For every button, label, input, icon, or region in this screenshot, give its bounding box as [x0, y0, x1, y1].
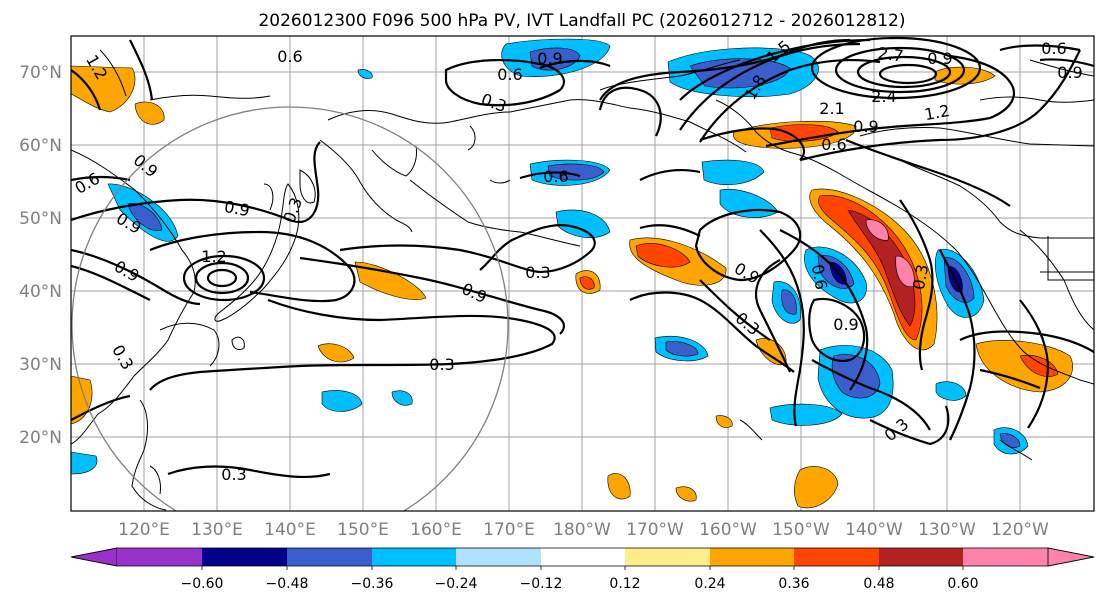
- lat-label: 50°N: [19, 209, 62, 229]
- pv-contour-label: 0.9: [853, 117, 878, 136]
- lat-labels: 70°N 60°N 50°N 40°N 30°N 20°N: [19, 63, 62, 448]
- shade-negative: [357, 69, 373, 79]
- lon-label: 130°W: [918, 520, 976, 540]
- colorbar-segment: [963, 548, 1048, 566]
- colorbar-segment: [372, 548, 456, 566]
- colorbar-tick-label: 0.60: [947, 576, 978, 592]
- shade-negative: [555, 209, 611, 238]
- shade-negative: [781, 289, 797, 315]
- lon-label: 140°E: [264, 520, 316, 540]
- colorbar-segment: [625, 548, 710, 566]
- lon-label: 130°E: [191, 520, 243, 540]
- colorbar-extend-min: [70, 547, 118, 567]
- pv-contour-label: 0.9: [1057, 63, 1082, 82]
- lon-label: 180°W: [553, 520, 611, 540]
- shade-negative: [769, 403, 843, 426]
- colorbar-tick-label: −0.24: [435, 576, 478, 592]
- pv-contour-label: 1.2: [201, 247, 226, 266]
- pv-contour-label: 2.7: [877, 43, 905, 65]
- colorbar-segment: [202, 548, 287, 566]
- colorbar-tick-label: −0.60: [181, 576, 224, 592]
- pv-contour-label: 0.6: [821, 135, 846, 154]
- pv-contour-label: 2.1: [819, 99, 844, 118]
- shade-negative: [321, 390, 363, 412]
- shade-negative: [391, 390, 413, 406]
- colorbar-tick-label: −0.48: [266, 576, 309, 592]
- pv-contour-label: 0.3: [221, 465, 246, 484]
- pv-contour-label: 0.6: [543, 167, 568, 186]
- map-frame: [70, 35, 1095, 512]
- shade-positive: [607, 473, 631, 500]
- shade-negative: [547, 163, 605, 181]
- pv-contours: [71, 36, 1094, 479]
- shade-positive: [975, 340, 1073, 393]
- pv-contour-label: 0.9: [927, 49, 952, 68]
- coastlines: [71, 49, 1094, 511]
- colorbar-outline: [70, 547, 1095, 567]
- pv-contour-label: 0.6: [497, 65, 522, 84]
- colorbar-tick-label: 0.48: [863, 576, 894, 592]
- pv-contour-label: 0.6: [808, 263, 831, 291]
- lon-label: 170°W: [626, 520, 684, 540]
- pv-contour-label: 0.9: [833, 315, 858, 334]
- colorbar-segment: [879, 548, 963, 566]
- shade-positive: [895, 255, 915, 288]
- chart-title: 2026012300 F096 500 hPa PV, IVT Landfall…: [258, 11, 905, 31]
- lon-label: 120°E: [118, 520, 170, 540]
- shade-positive: [635, 243, 691, 268]
- shade-positive: [715, 415, 733, 428]
- shade-positive: [794, 466, 839, 509]
- pv-contour-label: 0.9: [223, 197, 251, 220]
- lon-label: 160°W: [699, 520, 757, 540]
- colorbar-ticks: [201, 566, 964, 570]
- shade-negative: [935, 381, 967, 401]
- shade-positive: [134, 101, 165, 125]
- lon-label: 170°E: [483, 520, 535, 540]
- shade-negative: [701, 159, 765, 185]
- pv-contour-label: 0.3: [429, 355, 454, 374]
- colorbar-tick-label: 0.12: [609, 576, 640, 592]
- lon-label: 160°E: [410, 520, 462, 540]
- shade-positive: [579, 276, 595, 290]
- lat-label: 30°N: [19, 355, 62, 375]
- lat-label: 20°N: [19, 428, 62, 448]
- shade-positive: [847, 209, 916, 327]
- lon-label: 150°E: [337, 520, 389, 540]
- shade-positive: [317, 343, 355, 363]
- lon-labels: 120°E 130°E 140°E 150°E 160°E 170°E 180°…: [118, 520, 1049, 540]
- colorbar-tick-label: −0.12: [520, 576, 563, 592]
- colorbar-segment: [541, 548, 625, 566]
- colorbar-segment: [794, 548, 879, 566]
- shade-positive: [865, 219, 889, 241]
- colorbar-segment: [710, 548, 794, 566]
- colorbar-tick-label: 0.36: [778, 576, 809, 592]
- lat-label: 60°N: [19, 136, 62, 156]
- pv-contour-label: 0.3: [909, 263, 932, 291]
- colorbar-tick-label: −0.36: [351, 576, 394, 592]
- colorbar-segment: [117, 548, 202, 566]
- lon-label: 140°W: [845, 520, 903, 540]
- radius-circle: [71, 106, 509, 511]
- colorbar-segment: [456, 548, 541, 566]
- map-panel: 1.2 0.6 0.3 0.6 0.9 1.5 1.8 2.7 0.9 2.1 …: [19, 35, 1095, 540]
- colorbar-tick-label: 0.24: [694, 576, 725, 592]
- pv-contour-label: 1.2: [923, 101, 951, 124]
- pv-contour-label: 0.6: [277, 47, 302, 66]
- pv-contour-label: 0.6: [1041, 39, 1066, 58]
- shade-positive: [818, 195, 923, 341]
- colorbar-extend-max: [1047, 547, 1095, 567]
- lon-label: 120°W: [991, 520, 1049, 540]
- colorbar: −0.60 −0.48 −0.36 −0.24 −0.12 0.12 0.24 …: [70, 547, 1095, 592]
- pv-contour-label: 0.9: [537, 49, 562, 68]
- pv-contour-label: 0.3: [525, 263, 550, 282]
- shade-negative: [665, 341, 699, 357]
- lat-label: 70°N: [19, 63, 62, 83]
- colorbar-segment: [287, 548, 372, 566]
- pv-contour-label: 2.4: [871, 87, 896, 106]
- shade-positive: [354, 261, 427, 300]
- shade-positive: [675, 486, 697, 502]
- lat-label: 40°N: [19, 282, 62, 302]
- lon-label: 150°W: [772, 520, 830, 540]
